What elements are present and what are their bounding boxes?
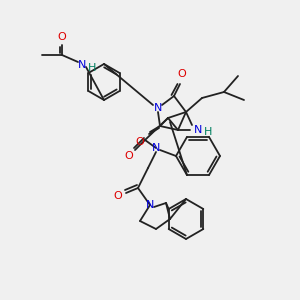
Text: O: O [124,151,134,161]
Text: N: N [194,125,202,135]
Text: N: N [78,60,86,70]
Text: N: N [146,200,154,210]
Text: H: H [88,63,96,73]
Text: O: O [178,69,186,79]
Text: H: H [204,127,212,137]
Text: N: N [152,143,160,153]
Text: O: O [136,137,144,147]
Text: O: O [114,191,122,201]
Text: N: N [154,103,162,113]
Text: O: O [58,32,66,42]
